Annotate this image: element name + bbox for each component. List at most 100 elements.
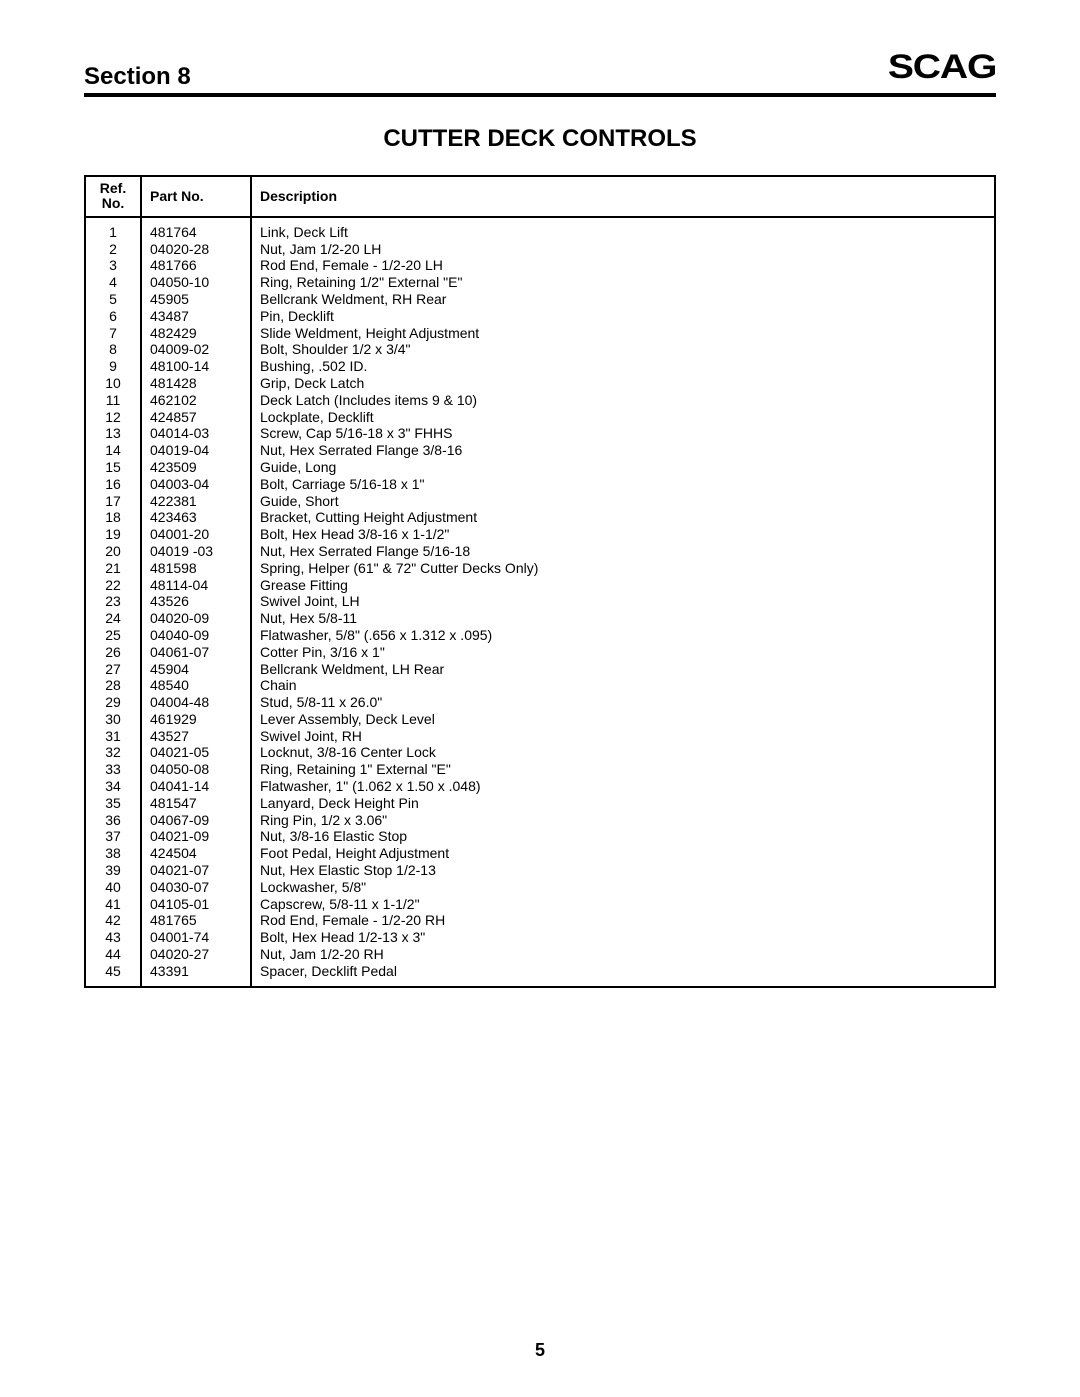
table-row: 1304014-03Screw, Cap 5/16-18 x 3" FHHS: [85, 425, 995, 442]
cell-desc: Lockplate, Decklift: [251, 409, 995, 426]
table-row: 18423463Bracket, Cutting Height Adjustme…: [85, 509, 995, 526]
cell-part: 481598: [141, 560, 251, 577]
cell-desc: Deck Latch (Includes items 9 & 10): [251, 392, 995, 409]
cell-desc: Bolt, Hex Head 3/8-16 x 1-1/2": [251, 526, 995, 543]
cell-desc: Grip, Deck Latch: [251, 375, 995, 392]
cell-ref: 24: [85, 610, 141, 627]
cell-desc: Nut, Jam 1/2-20 LH: [251, 241, 995, 258]
cell-ref: 11: [85, 392, 141, 409]
cell-desc: Ring Pin, 1/2 x 3.06": [251, 812, 995, 829]
cell-ref: 8: [85, 341, 141, 358]
cell-part: 04019 -03: [141, 543, 251, 560]
cell-desc: Bellcrank Weldment, RH Rear: [251, 291, 995, 308]
cell-part: 423463: [141, 509, 251, 526]
table-row: 545905Bellcrank Weldment, RH Rear: [85, 291, 995, 308]
table-row: 2604061-07Cotter Pin, 3/16 x 1": [85, 644, 995, 661]
cell-ref: 32: [85, 744, 141, 761]
col-header-part: Part No.: [141, 176, 251, 217]
table-row: 4543391Spacer, Decklift Pedal: [85, 963, 995, 987]
cell-desc: Spring, Helper (61" & 72" Cutter Decks O…: [251, 560, 995, 577]
cell-desc: Ring, Retaining 1" External "E": [251, 761, 995, 778]
cell-part: 04040-09: [141, 627, 251, 644]
cell-ref: 30: [85, 711, 141, 728]
cell-part: 45905: [141, 291, 251, 308]
cell-desc: Cotter Pin, 3/16 x 1": [251, 644, 995, 661]
cell-desc: Capscrew, 5/8-11 x 1-1/2": [251, 896, 995, 913]
table-row: 42481765Rod End, Female - 1/2-20 RH: [85, 912, 995, 929]
cell-desc: Flatwasher, 5/8" (.656 x 1.312 x .095): [251, 627, 995, 644]
cell-ref: 35: [85, 795, 141, 812]
table-row: 204020-28Nut, Jam 1/2-20 LH: [85, 241, 995, 258]
table-row: 10481428Grip, Deck Latch: [85, 375, 995, 392]
cell-desc: Lever Assembly, Deck Level: [251, 711, 995, 728]
cell-part: 481766: [141, 257, 251, 274]
cell-ref: 15: [85, 459, 141, 476]
cell-part: 461929: [141, 711, 251, 728]
cell-ref: 9: [85, 358, 141, 375]
cell-part: 04041-14: [141, 778, 251, 795]
cell-desc: Link, Deck Lift: [251, 217, 995, 241]
cell-ref: 26: [85, 644, 141, 661]
cell-part: 04019-04: [141, 442, 251, 459]
cell-ref: 31: [85, 728, 141, 745]
table-row: 804009-02Bolt, Shoulder 1/2 x 3/4": [85, 341, 995, 358]
cell-ref: 22: [85, 577, 141, 594]
cell-ref: 6: [85, 308, 141, 325]
parts-table: Ref. No. Part No. Description 1481764Lin…: [84, 175, 996, 988]
cell-desc: Nut, 3/8-16 Elastic Stop: [251, 828, 995, 845]
page-title: CUTTER DECK CONTROLS: [84, 125, 996, 153]
cell-desc: Nut, Hex Serrated Flange 3/8-16: [251, 442, 995, 459]
cell-part: 04030-07: [141, 879, 251, 896]
cell-ref: 19: [85, 526, 141, 543]
cell-part: 04003-04: [141, 476, 251, 493]
cell-ref: 12: [85, 409, 141, 426]
table-row: 948100-14Bushing, .502 ID.: [85, 358, 995, 375]
table-row: 1604003-04Bolt, Carriage 5/16-18 x 1": [85, 476, 995, 493]
brand-logo: SCAG: [888, 48, 996, 91]
table-row: 3143527Swivel Joint, RH: [85, 728, 995, 745]
cell-ref: 7: [85, 325, 141, 342]
cell-desc: Pin, Decklift: [251, 308, 995, 325]
cell-part: 04050-08: [141, 761, 251, 778]
cell-part: 424504: [141, 845, 251, 862]
cell-desc: Guide, Long: [251, 459, 995, 476]
cell-ref: 1: [85, 217, 141, 241]
table-row: 3204021-05Locknut, 3/8-16 Center Lock: [85, 744, 995, 761]
table-row: 7482429Slide Weldment, Height Adjustment: [85, 325, 995, 342]
cell-desc: Rod End, Female - 1/2-20 LH: [251, 257, 995, 274]
table-row: 35481547Lanyard, Deck Height Pin: [85, 795, 995, 812]
table-row: 15423509Guide, Long: [85, 459, 995, 476]
cell-part: 422381: [141, 493, 251, 510]
table-row: 404050-10Ring, Retaining 1/2" External "…: [85, 274, 995, 291]
table-row: 3704021-09Nut, 3/8-16 Elastic Stop: [85, 828, 995, 845]
cell-ref: 20: [85, 543, 141, 560]
table-row: 3481766Rod End, Female - 1/2-20 LH: [85, 257, 995, 274]
table-row: 4004030-07Lockwasher, 5/8": [85, 879, 995, 896]
cell-part: 48540: [141, 677, 251, 694]
table-row: 4404020-27Nut, Jam 1/2-20 RH: [85, 946, 995, 963]
table-row: 11462102Deck Latch (Includes items 9 & 1…: [85, 392, 995, 409]
cell-part: 04050-10: [141, 274, 251, 291]
cell-ref: 17: [85, 493, 141, 510]
cell-ref: 34: [85, 778, 141, 795]
cell-desc: Lanyard, Deck Height Pin: [251, 795, 995, 812]
cell-ref: 14: [85, 442, 141, 459]
page-header: Section 8 SCAG: [84, 48, 996, 97]
cell-part: 04001-20: [141, 526, 251, 543]
table-row: 30461929Lever Assembly, Deck Level: [85, 711, 995, 728]
cell-desc: Spacer, Decklift Pedal: [251, 963, 995, 987]
cell-part: 43526: [141, 593, 251, 610]
cell-ref: 3: [85, 257, 141, 274]
table-row: 12424857Lockplate, Decklift: [85, 409, 995, 426]
cell-desc: Foot Pedal, Height Adjustment: [251, 845, 995, 862]
cell-ref: 36: [85, 812, 141, 829]
table-row: 4104105-01Capscrew, 5/8-11 x 1-1/2": [85, 896, 995, 913]
cell-desc: Bushing, .502 ID.: [251, 358, 995, 375]
cell-part: 423509: [141, 459, 251, 476]
cell-desc: Chain: [251, 677, 995, 694]
table-row: 1404019-04Nut, Hex Serrated Flange 3/8-1…: [85, 442, 995, 459]
cell-ref: 40: [85, 879, 141, 896]
table-row: 2904004-48Stud, 5/8-11 x 26.0": [85, 694, 995, 711]
cell-desc: Bellcrank Weldment, LH Rear: [251, 661, 995, 678]
cell-part: 04020-09: [141, 610, 251, 627]
